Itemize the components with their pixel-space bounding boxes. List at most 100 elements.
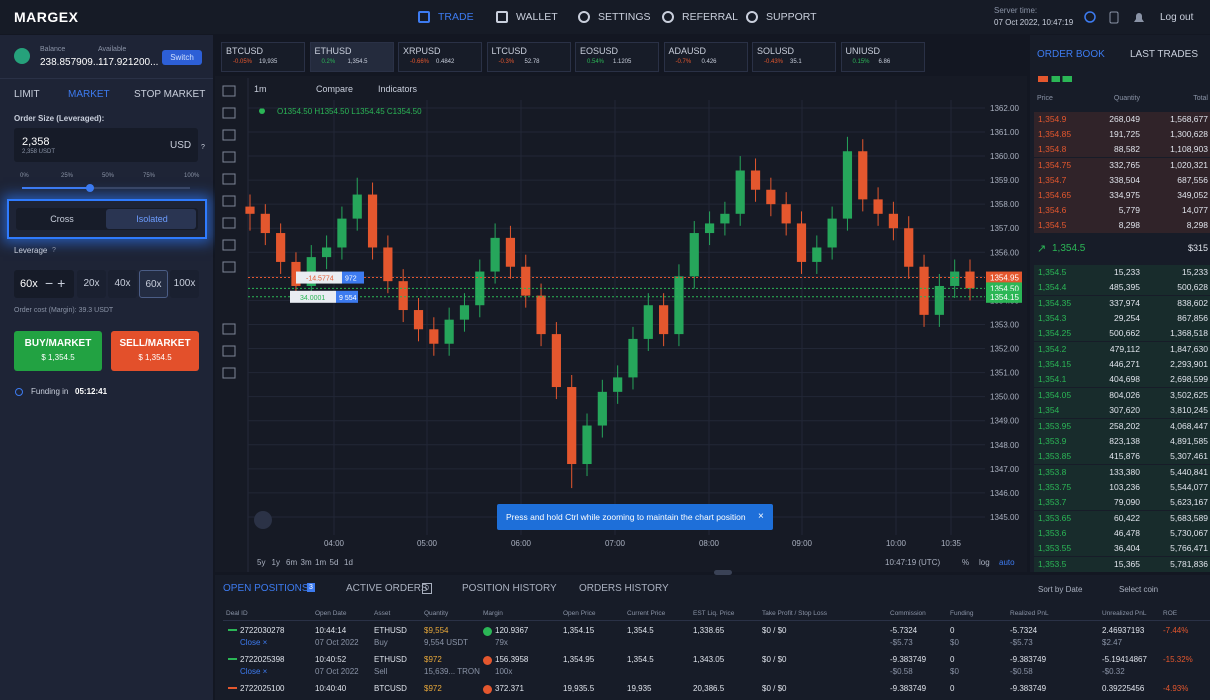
table-cell: $972 [424, 655, 442, 664]
book-cell: 4,068,447 [1170, 420, 1208, 431]
slider-mark[interactable]: 0% [20, 173, 29, 179]
ticker-card[interactable] [752, 42, 836, 72]
ticker-price: 19,935 [259, 59, 278, 65]
candle-body [597, 391, 607, 426]
book-filter[interactable] [1038, 76, 1072, 82]
ticker-card[interactable] [486, 42, 571, 72]
slider-mark[interactable]: 75% [143, 173, 156, 179]
table-cell: -$0.32 [1102, 667, 1125, 676]
amount-input[interactable] [14, 128, 198, 162]
candle-body [827, 218, 837, 248]
y-tick-label: 1352.00 [990, 345, 1019, 354]
logo[interactable]: MARGEX [14, 9, 79, 25]
book-row-bg [1034, 525, 1210, 541]
table-cell: -5.7324 [1010, 626, 1038, 635]
nav-item[interactable]: SETTINGS [598, 11, 651, 23]
slider-thumb[interactable] [86, 184, 94, 192]
order-tab[interactable]: STOP MARKET [134, 89, 206, 100]
table-header: EST Liq. Price [693, 610, 735, 617]
table-header: Funding [950, 610, 974, 617]
switch-button[interactable]: Switch [162, 50, 202, 65]
ticker-card[interactable] [663, 42, 748, 72]
position-tag [290, 290, 336, 303]
range-button: 5y [257, 558, 265, 567]
leverage-option[interactable]: 40x [108, 270, 137, 298]
nav-item[interactable]: REFERRAL [682, 11, 739, 23]
book-tab[interactable]: LAST TRADES [1130, 49, 1198, 60]
ticker-price: 1.1205 [613, 59, 632, 65]
table-cell: 156.3958 [495, 655, 529, 664]
candle-body [521, 266, 531, 296]
positions-tab[interactable]: ORDERS HISTORY [579, 583, 669, 594]
positions-tab[interactable]: ACTIVE ORDERS [346, 583, 428, 594]
margin-mode[interactable]: Isolated [136, 214, 168, 224]
table-header: Current Price [627, 610, 666, 617]
ticker-card[interactable] [309, 42, 394, 72]
ticker-card[interactable] [221, 42, 305, 72]
ticker-price: 0.426 [701, 59, 717, 65]
positions-panel [215, 575, 1210, 700]
candle-body [888, 213, 898, 229]
book-cell: 332,765 [1109, 159, 1140, 170]
ticker-card[interactable] [575, 42, 659, 72]
leverage-option[interactable]: 60x [139, 270, 168, 298]
minus-plus[interactable]: − + [45, 275, 66, 291]
x-tick-label: 08:00 [699, 539, 720, 548]
tab-count: 0 [422, 583, 432, 594]
interval[interactable]: 1m [254, 84, 267, 94]
nav-item[interactable]: SUPPORT [766, 11, 817, 23]
slider-mark[interactable]: 25% [61, 173, 74, 179]
book-tab[interactable]: ORDER BOOK [1037, 49, 1105, 60]
margin-icon [483, 627, 492, 636]
nav-item[interactable]: TRADE [438, 11, 474, 23]
ticker-card[interactable] [398, 42, 482, 72]
leverage-value: 60x [20, 278, 38, 290]
book-header: Quantity [1113, 95, 1140, 102]
logout[interactable]: Log out [1160, 12, 1194, 23]
buy-label: BUY/MARKET [24, 338, 92, 349]
book-cell: 46,478 [1114, 527, 1140, 538]
y-tick-label: 1348.00 [990, 441, 1019, 450]
table-cell: 10:44:14 [315, 626, 347, 635]
leverage-option[interactable]: 100x [170, 270, 199, 298]
ticker-card[interactable] [840, 42, 925, 72]
leverage-input[interactable] [14, 270, 74, 298]
book-cell: 1,020,321 [1170, 159, 1208, 170]
coin[interactable]: Select coin [1119, 585, 1159, 594]
nav-item[interactable]: WALLET [516, 11, 558, 23]
positions-tab[interactable]: POSITION HISTORY [462, 583, 557, 594]
compare[interactable]: Compare [316, 84, 354, 94]
y-tick-label: 1350.00 [990, 393, 1019, 402]
table-cell: $0 / $0 [762, 626, 787, 635]
buy-button[interactable] [14, 331, 102, 371]
order-tab[interactable]: MARKET [68, 89, 110, 100]
slider-mark[interactable]: 50% [102, 173, 115, 179]
price-tag: 1354.15 [990, 293, 1019, 302]
table-cell: 1,354.95 [563, 655, 595, 664]
ticker-change: -0.66% [410, 59, 430, 65]
table-cell: 10:40:40 [315, 684, 347, 693]
sell-button[interactable] [111, 331, 199, 371]
book-cell: 1,354.15 [1038, 359, 1072, 370]
book-cell: 415,876 [1109, 451, 1140, 462]
candle-body [704, 223, 715, 234]
book-cell: 1,354.6 [1038, 205, 1067, 216]
sort[interactable]: Sort by Date [1038, 585, 1083, 594]
leverage-option[interactable]: 20x [77, 270, 106, 298]
book-header: Price [1037, 95, 1053, 102]
margin-mode[interactable]: Cross [50, 214, 74, 224]
table-cell: 2722025100 [240, 684, 285, 693]
indicators[interactable]: Indicators [378, 84, 418, 94]
slider-mark[interactable]: 100% [184, 173, 200, 179]
book-cell: 1,354.5 [1038, 220, 1067, 231]
ticker-symbol: ETHUSD [314, 46, 352, 56]
candle-body [812, 247, 822, 262]
x-tick-label: 04:00 [324, 539, 345, 548]
tooltip: Press and hold Ctrl while zooming to mai… [506, 512, 746, 522]
candle-body [276, 233, 286, 262]
candle-body [750, 170, 761, 190]
positions-tab[interactable]: OPEN POSITIONS [223, 583, 309, 594]
order-tab[interactable]: LIMIT [14, 89, 40, 100]
book-cell: 446,271 [1109, 359, 1140, 370]
book-cell: 5,544,077 [1170, 481, 1208, 492]
